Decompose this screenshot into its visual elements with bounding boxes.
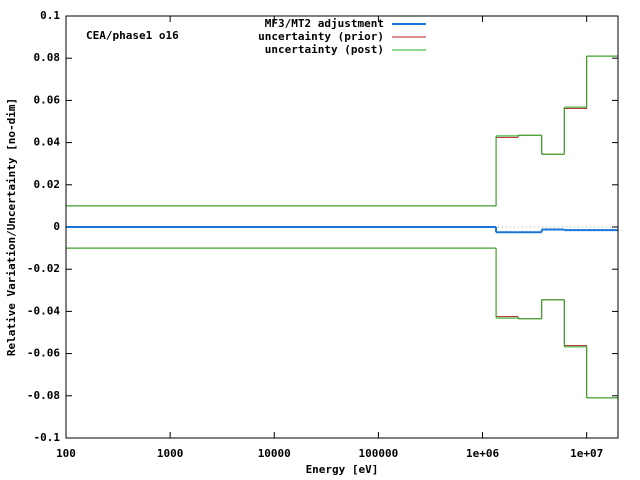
y-tick-label: -0.06 (27, 347, 60, 360)
y-tick-label: 0.04 (34, 136, 61, 149)
plot-frame (65, 15, 619, 439)
x-tick-label: 1e+06 (466, 447, 499, 460)
y-tick-label: -0.1 (34, 431, 61, 444)
legend-label: uncertainty (post) (265, 43, 384, 56)
y-tick-label: 0.1 (40, 9, 60, 22)
y-tick-label: -0.08 (27, 389, 60, 402)
annotation: CEA/phase1 o16 (86, 29, 179, 42)
y-tick-label: 0.02 (34, 178, 61, 191)
legend-label: uncertainty (prior) (258, 30, 384, 43)
legend-label: MF3/MT2 adjustment (265, 17, 384, 30)
y-tick-label: -0.04 (27, 304, 60, 317)
x-tick-label: 10000 (258, 447, 291, 460)
x-tick-label: 1e+07 (570, 447, 603, 460)
x-tick-label: 100 (56, 447, 76, 460)
y-tick-label: 0.08 (34, 51, 61, 64)
x-axis-label: Energy [eV] (306, 463, 379, 476)
x-tick-label: 1000 (157, 447, 184, 460)
y-tick-label: 0.06 (34, 93, 61, 106)
x-tick-label: 100000 (359, 447, 399, 460)
y-tick-label: -0.02 (27, 262, 60, 275)
y-tick-label: 0 (53, 220, 60, 233)
y-axis-label: Relative Variation/Uncertainty [no-dim] (5, 98, 18, 356)
